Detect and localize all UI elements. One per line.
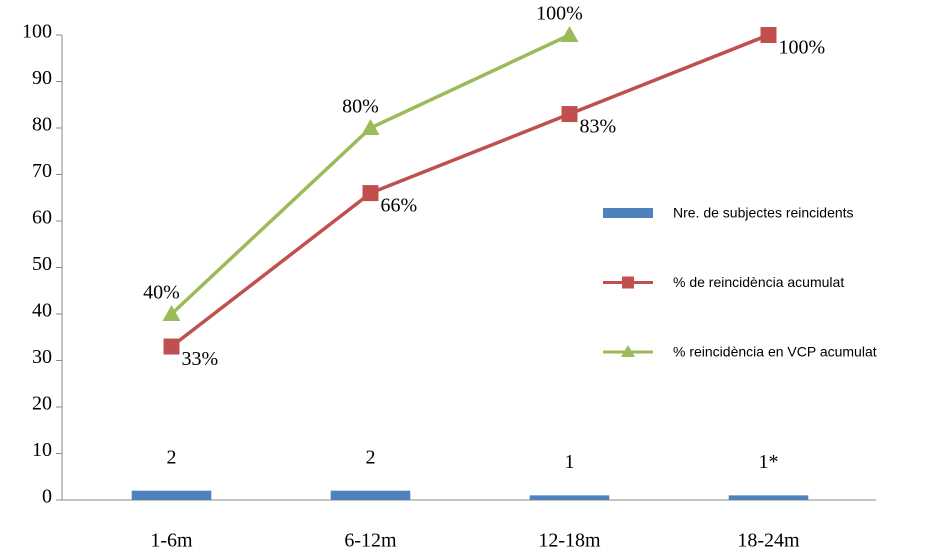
legend-marker <box>621 345 635 357</box>
marker <box>361 119 380 135</box>
legend-label: % reincidència en VCP acumulat <box>673 344 877 360</box>
line <box>170 33 571 316</box>
data-label: 83% <box>580 116 617 138</box>
x-tick-label: 1-6m <box>150 530 193 548</box>
data-label: 2 <box>366 446 376 468</box>
legend-label: Nre. de subjectes reincidents <box>673 205 854 221</box>
legend-swatch <box>603 208 653 218</box>
marker <box>760 27 777 43</box>
marker <box>560 26 579 42</box>
data-label: 1 <box>565 451 575 473</box>
y-tick-label: 60 <box>32 207 52 229</box>
data-label: 100% <box>536 3 583 25</box>
y-tick-label: 80 <box>32 114 52 136</box>
y-tick-label: 100 <box>22 21 52 43</box>
y-tick-label: 10 <box>32 439 52 461</box>
data-label: 33% <box>182 348 219 370</box>
y-tick-label: 20 <box>32 393 52 415</box>
data-label: 2 <box>167 446 177 468</box>
y-tick-label: 0 <box>42 486 52 508</box>
data-label: 100% <box>779 37 826 59</box>
marker <box>162 305 181 321</box>
bar <box>728 495 809 500</box>
marker <box>561 106 578 123</box>
data-label: 1* <box>759 451 779 473</box>
y-tick-label: 70 <box>32 160 52 182</box>
bar <box>330 490 411 500</box>
x-tick-label: 18-24m <box>737 530 800 548</box>
bar <box>131 490 212 500</box>
x-tick-label: 6-12m <box>344 530 397 548</box>
data-label: 66% <box>381 195 418 217</box>
data-label: 80% <box>342 96 379 118</box>
marker <box>362 185 379 202</box>
bar <box>529 495 610 500</box>
data-label: 40% <box>143 282 180 304</box>
x-tick-label: 12-18m <box>538 530 601 548</box>
y-tick-label: 90 <box>32 67 52 89</box>
marker <box>163 338 180 355</box>
legend-marker <box>622 276 634 289</box>
y-tick-label: 40 <box>32 300 52 322</box>
line <box>170 33 770 348</box>
legend-label: % de reincidència acumulat <box>673 274 844 290</box>
y-tick-label: 30 <box>32 346 52 368</box>
y-tick-label: 50 <box>32 253 52 275</box>
